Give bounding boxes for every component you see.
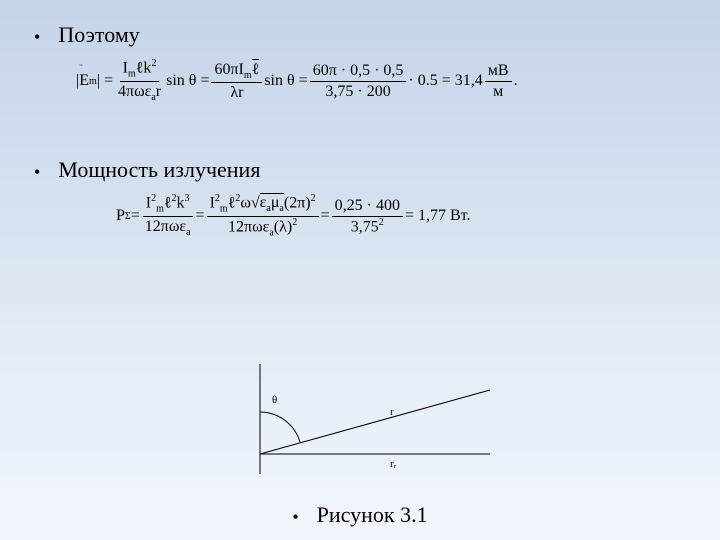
figure-caption: Рисунок 3.1: [317, 502, 428, 528]
figure-diagram: θ r rᵣ: [240, 354, 500, 484]
equation-e-field: |E¨m| = Imℓk2 4πωεar sin θ = 60πImℓ λr s…: [76, 58, 720, 105]
bullet-therefore-text: Поэтому: [58, 22, 139, 48]
bullet-power-text: Мощность излучения: [58, 157, 260, 183]
label-r: r: [390, 406, 394, 418]
label-theta: θ: [272, 394, 277, 406]
bullet-dot: •: [292, 508, 298, 528]
bullet-power: • Мощность излучения: [34, 157, 720, 183]
label-rr: rᵣ: [390, 458, 396, 470]
equation-power: PΣ = I2mℓ2k3 12πωεa = I2mℓ2ω√εaμa(2π)2 1…: [116, 193, 720, 240]
bullet-dot: •: [34, 163, 40, 181]
bullet-therefore: • Поэтому: [34, 22, 720, 48]
figure-caption-row: • Рисунок 3.1: [0, 502, 720, 528]
triangle-svg: [240, 354, 500, 484]
bullet-dot: •: [34, 28, 40, 46]
